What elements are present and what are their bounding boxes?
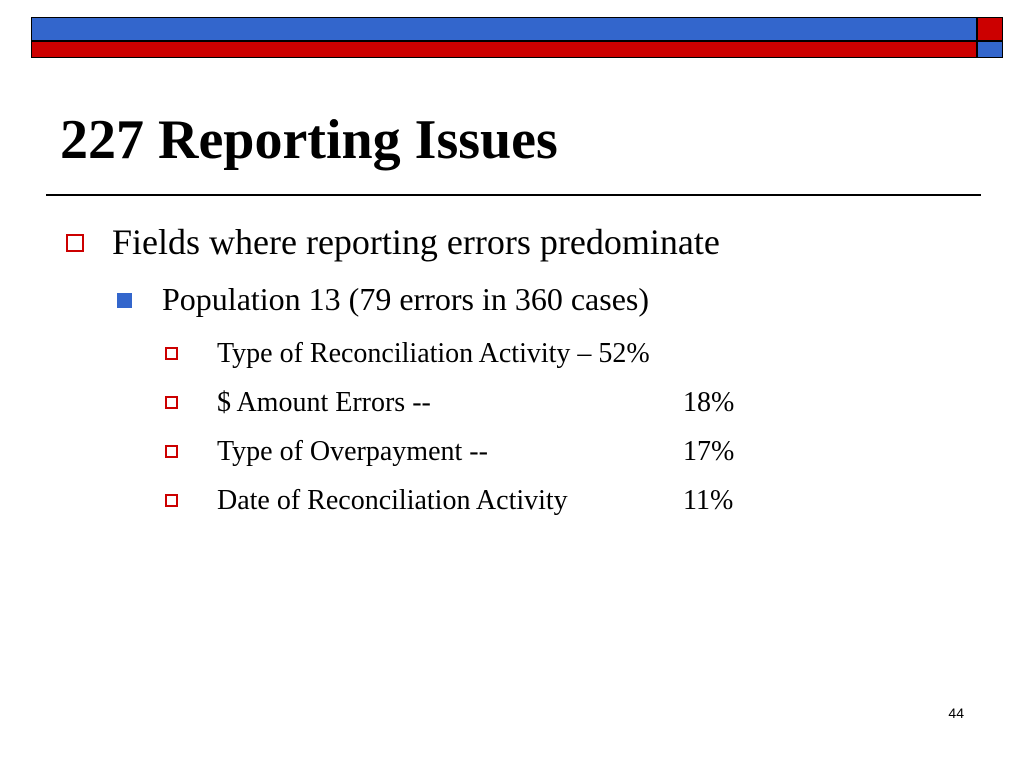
list-item-value: 18% bbox=[683, 387, 735, 418]
bullet-level1-text: Fields where reporting errors predominat… bbox=[112, 222, 720, 262]
page-number: 44 bbox=[948, 705, 964, 721]
banner-blue-square bbox=[977, 41, 1003, 58]
hollow-square-bullet-icon bbox=[165, 396, 178, 409]
banner-red-square bbox=[977, 17, 1003, 41]
banner-blue-bar bbox=[31, 17, 977, 41]
solid-square-bullet-icon bbox=[117, 293, 132, 308]
hollow-square-bullet-icon bbox=[66, 234, 84, 252]
list-item-value: 17% bbox=[683, 436, 735, 467]
list-item: Type of Reconciliation Activity – 52% bbox=[217, 340, 777, 372]
title-divider bbox=[46, 194, 981, 196]
list-item: Date of Reconciliation Activity 11% bbox=[217, 487, 777, 519]
list-item: Type of Overpayment -- 17% bbox=[217, 438, 777, 470]
list-item-label: Type of Reconciliation Activity – 52% bbox=[217, 338, 650, 369]
list-item-label: Date of Reconciliation Activity bbox=[217, 485, 568, 516]
banner-red-bar bbox=[31, 41, 977, 58]
bullet-level2-text: Population 13 (79 errors in 360 cases) bbox=[162, 281, 650, 317]
hollow-square-bullet-icon bbox=[165, 347, 178, 360]
hollow-square-bullet-icon bbox=[165, 445, 178, 458]
list-item-label: Type of Overpayment -- bbox=[217, 436, 488, 467]
slide-title: 227 Reporting Issues bbox=[60, 109, 558, 171]
list-item: $ Amount Errors -- 18% bbox=[217, 389, 777, 421]
hollow-square-bullet-icon bbox=[165, 494, 178, 507]
list-item-value: 11% bbox=[683, 485, 734, 516]
list-item-label: $ Amount Errors -- bbox=[217, 387, 431, 418]
